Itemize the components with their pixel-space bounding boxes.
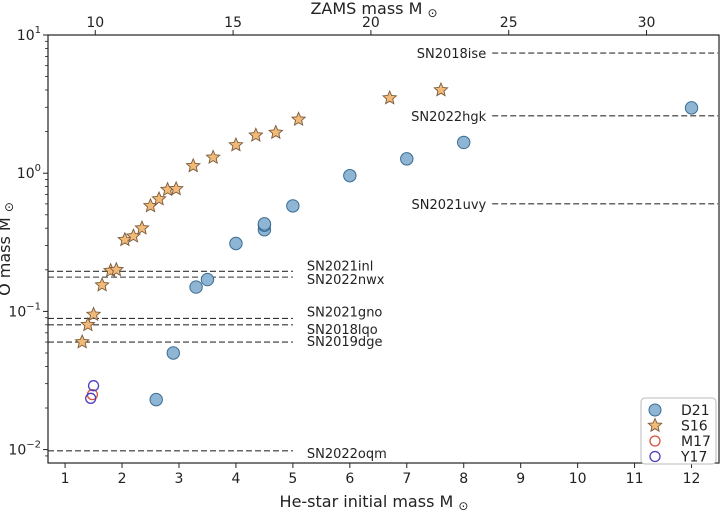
y17-point-0: [87, 380, 100, 392]
x-tick-label-8: 8: [459, 471, 468, 487]
data-points-layer: [74, 81, 699, 407]
d21-point-1: [166, 346, 180, 360]
plot-area-frame: [47, 34, 720, 464]
top-tick-label-25: 25: [500, 15, 518, 31]
s16-point-5: [108, 261, 125, 277]
x-tick-label-3: 3: [175, 471, 184, 487]
legend-label-s16: S16: [681, 419, 708, 435]
d21-point-11: [457, 135, 471, 150]
x-tick-label-4: 4: [231, 471, 240, 487]
d21-point-2: [189, 280, 203, 294]
reference-label-sn2018lqo: SN2018lqo: [307, 323, 378, 338]
legend-label-d21: D21: [681, 403, 710, 419]
y17-point-1: [85, 392, 97, 404]
s16-point-15: [228, 136, 244, 152]
s16-point-3: [94, 276, 110, 292]
legend-marker-m17: [649, 435, 661, 447]
legend-label-m17: M17: [681, 434, 711, 450]
x-tick-label-10: 10: [569, 471, 587, 487]
d21-point-8: [286, 199, 300, 213]
s16-point-18: [290, 111, 307, 127]
top-tick-label-30: 30: [638, 15, 656, 31]
s16-point-17: [268, 124, 284, 140]
reference-label-sn2022nwx: SN2022nwx: [307, 273, 385, 288]
x-tick-label-9: 9: [516, 471, 525, 487]
s16-point-13: [185, 157, 201, 173]
reference-label-sn2022oqm: SN2022oqm: [307, 447, 387, 462]
x-tick-label-7: 7: [402, 471, 411, 487]
x-tick-label-11: 11: [626, 471, 644, 487]
s16-point-0: [74, 333, 90, 349]
d21-point-3: [200, 272, 215, 287]
reference-label-sn2021gno: SN2021gno: [307, 305, 383, 320]
x-tick-label-5: 5: [288, 471, 297, 487]
reference-label-sn2021uvy: SN2021uvy: [412, 198, 487, 213]
top-axis-title: ZAMS mass M ⊙: [310, 0, 437, 20]
s16-point-12: [168, 180, 184, 196]
y-tick-label-1: 101: [17, 25, 41, 44]
reference-label-sn2018ise: SN2018ise: [417, 47, 486, 62]
s16-point-20: [433, 81, 449, 97]
legend-marker-y17: [649, 450, 661, 463]
s16-point-8: [134, 220, 150, 235]
y-axis-title: O mass M ⊙: [0, 202, 16, 296]
d21-point-10: [400, 152, 414, 166]
top-tick-label-15: 15: [224, 15, 242, 31]
legend-marker-d21: [648, 403, 662, 417]
y-tick-label-0: 100: [17, 163, 41, 182]
x-axis-title: He-star initial mass M ⊙: [280, 492, 469, 513]
reference-label-sn2019dge: SN2019dge: [307, 335, 383, 350]
legend-box: [640, 397, 717, 465]
s16-point-9: [142, 197, 159, 213]
s16-point-10: [151, 190, 167, 206]
reference-label-sn2021inl: SN2021inl: [307, 259, 374, 274]
s16-point-16: [248, 127, 264, 142]
top-tick-label-20: 20: [362, 15, 380, 31]
y-tick-label-−2: 10−2: [8, 440, 41, 459]
reference-lines-layer: SN2018iseSN2022hgkSN2021uvySN2021inlSN20…: [48, 47, 718, 462]
x-tick-label-6: 6: [345, 471, 354, 487]
axis-labels-layer: He-star initial mass M ⊙ ZAMS mass M ⊙ O m…: [0, 0, 468, 513]
y-tick-label-−1: 10−1: [8, 301, 41, 320]
s16-point-2: [85, 306, 102, 322]
d21-point-0: [149, 392, 163, 407]
d21-point-7: [257, 217, 272, 231]
reference-label-sn2022hgk: SN2022hgk: [411, 110, 487, 125]
x-tick-label-2: 2: [118, 471, 127, 487]
d21-point-4: [229, 236, 243, 251]
legend-label-y17: Y17: [680, 450, 707, 466]
legend-marker-s16: [647, 417, 663, 433]
top-tick-label-10: 10: [86, 15, 104, 31]
x-tick-label-1: 1: [61, 471, 70, 487]
d21-point-9: [343, 168, 357, 183]
s16-point-19: [381, 89, 398, 105]
d21-point-12: [684, 101, 699, 115]
s16-point-1: [80, 316, 96, 332]
x-tick-label-12: 12: [683, 471, 701, 487]
s16-point-14: [205, 149, 221, 165]
